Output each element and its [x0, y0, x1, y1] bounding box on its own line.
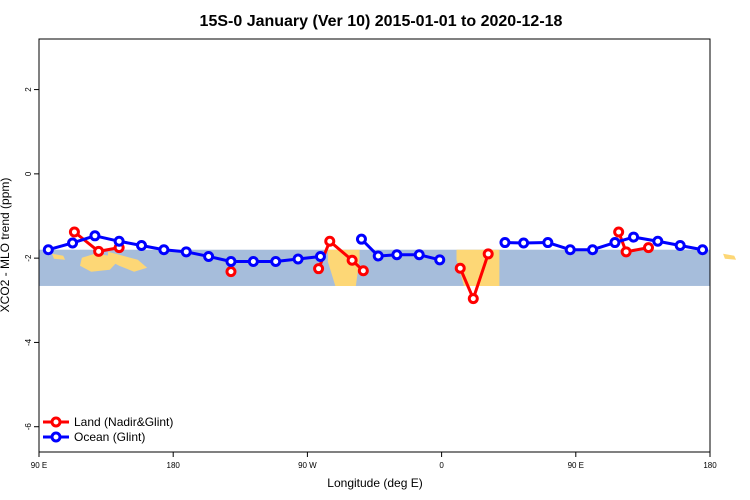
data-point-land [346, 254, 358, 266]
data-point-ocean [628, 231, 640, 243]
map-land-islands [52, 253, 66, 260]
data-point-land [482, 248, 494, 260]
data-point-ocean [355, 233, 367, 245]
data-point-ocean [113, 235, 125, 247]
series-layer [42, 226, 709, 305]
x-tick-label: 90 W [298, 461, 317, 470]
x-tick-label: 180 [703, 461, 717, 470]
data-point-ocean [391, 249, 403, 261]
data-point-land [642, 242, 654, 254]
x-tick-label: 90 E [31, 461, 47, 470]
legend-label-ocean: Ocean (Glint) [74, 430, 145, 444]
series-line-ocean [504, 235, 703, 252]
data-point-land [467, 293, 479, 305]
legend-marker-land [50, 416, 62, 428]
data-point-land [68, 226, 80, 238]
data-point-ocean [542, 237, 554, 249]
data-point-ocean [42, 244, 54, 256]
data-point-land [613, 226, 625, 238]
data-point-ocean [674, 240, 686, 251]
data-point-ocean [136, 240, 148, 251]
axis-ticks: 90 E 180 90 W 0 90 E 180 2 0 -2 -4 -6 [24, 87, 717, 470]
data-point-land [357, 265, 369, 277]
chart-title: 15S-0 January (Ver 10) 2015-01-01 to 202… [200, 13, 563, 30]
data-point-ocean [89, 230, 101, 242]
data-point-ocean [180, 246, 192, 258]
data-point-ocean [499, 237, 511, 249]
y-tick-label: -2 [24, 254, 33, 262]
data-point-ocean [67, 237, 79, 249]
data-point-ocean [434, 254, 446, 266]
y-tick-label: 0 [24, 171, 33, 176]
x-tick-label: 180 [167, 461, 181, 470]
data-point-ocean [587, 244, 599, 256]
data-point-ocean [247, 256, 259, 268]
data-point-ocean [158, 244, 170, 256]
map-land-new-guinea [107, 251, 148, 272]
data-point-land [225, 266, 237, 278]
data-point-land [620, 246, 632, 258]
y-axis-label: XCO2 - MLO trend (ppm) [0, 178, 12, 313]
data-point-ocean [518, 237, 530, 249]
legend-label-land: Land (Nadir&Glint) [74, 415, 173, 429]
data-point-ocean [697, 244, 709, 256]
data-point-land [324, 235, 336, 247]
data-point-ocean [203, 250, 215, 262]
x-axis-label: Longitude (deg E) [327, 476, 422, 490]
data-point-ocean [564, 244, 576, 256]
legend: Land (Nadir&Glint) Ocean (Glint) [43, 415, 173, 444]
data-point-ocean [413, 249, 425, 261]
data-point-ocean [652, 235, 664, 247]
data-point-ocean [225, 256, 237, 268]
data-point-ocean [609, 237, 621, 249]
plot-frame [38, 38, 711, 453]
y-tick-label: -4 [24, 338, 33, 346]
data-point-land [454, 262, 466, 274]
data-point-ocean [314, 250, 326, 262]
data-point-ocean [372, 250, 384, 262]
map-land-islands [723, 253, 737, 260]
x-tick-label: 0 [439, 461, 444, 470]
data-point-land [93, 245, 105, 257]
legend-marker-ocean [50, 431, 62, 443]
y-tick-label: 2 [24, 87, 33, 92]
data-point-land [313, 263, 325, 275]
x-tick-label: 90 E [568, 461, 584, 470]
y-tick-label: -6 [24, 423, 33, 431]
data-point-ocean [292, 253, 304, 265]
data-point-ocean [270, 256, 282, 268]
